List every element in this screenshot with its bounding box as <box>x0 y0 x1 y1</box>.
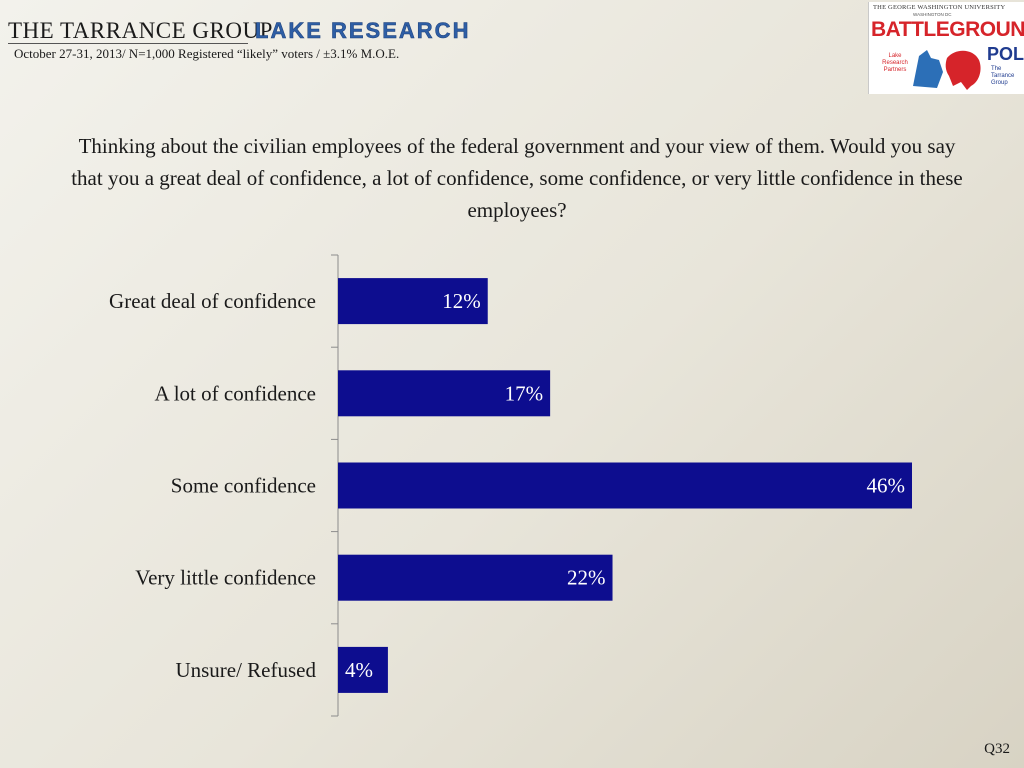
gwu-text: THE GEORGE WASHINGTON UNIVERSITY <box>873 4 1006 11</box>
survey-question: Thinking about the civilian employees of… <box>71 134 963 222</box>
lake-research-partners-text: Lake Research Partners <box>882 53 908 73</box>
bar-2 <box>338 370 551 417</box>
question-number: Q32 <box>984 741 1010 757</box>
bar-3 <box>338 462 912 509</box>
category-label: Unsure/ Refused <box>175 658 316 682</box>
bar-1 <box>338 278 488 325</box>
tarrance-group-small-text: The Tarrance Group <box>991 66 1015 86</box>
tarrance-rule <box>8 43 248 44</box>
data-label: 4% <box>345 658 373 682</box>
lake-research-logo: LAKE RESEARCH <box>255 18 471 44</box>
data-label: 46% <box>867 474 906 498</box>
battleground-text: BATTLEGROUND <box>871 18 1024 41</box>
category-label: Great deal of confidence <box>109 289 316 313</box>
battleground-poll-logo: THE GEORGE WASHINGTON UNIVERSITY WASHING… <box>868 2 1024 94</box>
donkey-elephant-icon <box>913 50 981 90</box>
data-label: 17% <box>505 381 544 405</box>
confidence-bar-chart: Great deal of confidence 12% A lot of conf… <box>109 254 912 717</box>
poll-text: POLL <box>987 44 1024 64</box>
bar-5 <box>338 646 388 693</box>
data-label: 12% <box>442 289 481 313</box>
category-label: Some confidence <box>171 474 316 498</box>
header: THE TARRANCE GROUP LAKE RESEARCH October… <box>0 0 1024 110</box>
category-label: Very little confidence <box>135 566 316 590</box>
bar-4 <box>338 554 613 601</box>
survey-info: October 27-31, 2013/ N=1,000 Registered … <box>14 46 400 61</box>
gwu-city-text: WASHINGTON DC <box>913 12 952 17</box>
data-label: 22% <box>567 566 606 590</box>
category-label: A lot of confidence <box>154 381 316 405</box>
tarrance-group-logo: THE TARRANCE GROUP <box>8 18 273 43</box>
